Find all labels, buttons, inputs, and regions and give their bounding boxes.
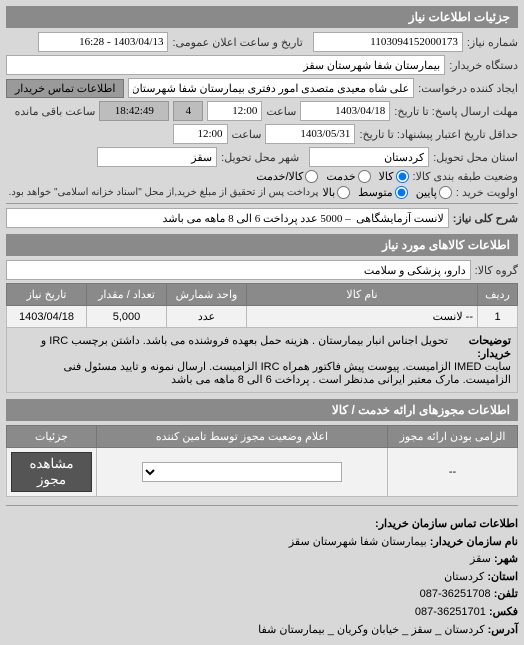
contact-province-value: کردستان bbox=[444, 571, 484, 583]
col-date: تاریخ نیاز bbox=[7, 284, 87, 306]
contact-header: اطلاعات تماس سازمان خریدار: bbox=[6, 516, 518, 534]
buyer-label: دستگاه خریدار: bbox=[449, 59, 518, 72]
col-unit: واحد شمارش bbox=[167, 284, 247, 306]
grouping-opt-both[interactable]: کالا/خدمت bbox=[256, 170, 318, 183]
validity-date-input[interactable] bbox=[265, 124, 355, 144]
province-input[interactable] bbox=[309, 147, 429, 167]
requester-label: ایجاد کننده درخواست: bbox=[418, 82, 518, 95]
number-label: شماره نیاز: bbox=[467, 36, 518, 49]
validity-time-input[interactable] bbox=[173, 124, 228, 144]
section-header-main: جزئیات اطلاعات نیاز bbox=[6, 6, 518, 28]
priority-note: پرداخت پس از تحقیق از مبلغ خرید,از محل "… bbox=[9, 187, 319, 198]
table-row[interactable]: 1 -- لانست عدد 5,000 1403/04/18 bbox=[7, 306, 518, 328]
section-header-license: اطلاعات مجوزهای ارائه خدمت / کالا bbox=[6, 399, 518, 421]
province-label: استان محل تحویل: bbox=[433, 151, 518, 164]
deadline-label: مهلت ارسال پاسخ: تا تاریخ: bbox=[394, 105, 518, 118]
priority-opt-high[interactable]: بالا bbox=[322, 186, 350, 199]
datetime-label: تاریخ و ساعت اعلان عمومی: bbox=[172, 36, 302, 49]
buyer-notes-text: تحویل اجناس انبار بیمارستان . هزینه حمل … bbox=[41, 335, 511, 386]
deadline-time-input[interactable] bbox=[207, 101, 262, 121]
priority-opt-low[interactable]: پایین bbox=[416, 186, 452, 199]
address-label: آدرس: bbox=[488, 624, 518, 636]
org-label: نام سازمان خریدار: bbox=[430, 536, 518, 548]
desc-input[interactable] bbox=[6, 208, 449, 228]
deadline-date-input[interactable] bbox=[300, 101, 390, 121]
contact-city-value: سقز bbox=[470, 553, 491, 565]
license-status-select[interactable] bbox=[142, 462, 342, 482]
contact-city-label: شهر: bbox=[494, 553, 518, 565]
city-input[interactable] bbox=[97, 147, 217, 167]
requester-input[interactable] bbox=[128, 78, 414, 98]
license-table: الزامی بودن ارائه مجوز اعلام وضعیت مجوز … bbox=[6, 425, 518, 497]
grouping-label: وضعیت طبقه بندی کالا: bbox=[413, 170, 518, 183]
goods-group-input[interactable] bbox=[6, 260, 471, 280]
buyer-notes-row: توضیحات خریدار: تحویل اجناس انبار بیمارس… bbox=[7, 328, 518, 393]
grouping-opt-kala[interactable]: کالا bbox=[379, 170, 409, 183]
goods-group-label: گروه کالا: bbox=[475, 264, 518, 277]
col-qty: تعداد / مقدار bbox=[87, 284, 167, 306]
validity-label: حداقل تاریخ اعتبار پیشنهاد: تا تاریخ: bbox=[359, 128, 518, 141]
divider-2 bbox=[6, 505, 518, 506]
buyer-input[interactable] bbox=[6, 55, 445, 75]
view-license-button[interactable]: مشاهده مجوز bbox=[11, 452, 92, 492]
number-input[interactable] bbox=[313, 32, 463, 52]
time-label-2: ساعت bbox=[232, 128, 262, 141]
priority-opt-mid[interactable]: متوسط bbox=[358, 186, 408, 199]
goods-table: ردیف نام کالا واحد شمارش تعداد / مقدار ت… bbox=[6, 283, 518, 393]
phone-value: 36251708-087 bbox=[420, 588, 491, 600]
grouping-opt-khedmat[interactable]: خدمت bbox=[326, 170, 370, 183]
col-row: ردیف bbox=[478, 284, 518, 306]
address-value: کردستان _ سقز _ خیابان وکریان _ بیمارستا… bbox=[258, 624, 484, 636]
contact-button[interactable]: اطلاعات تماس خریدار bbox=[6, 79, 124, 98]
org-value: بیمارستان شفا شهرستان سقز bbox=[289, 536, 427, 548]
fax-label: فکس: bbox=[489, 606, 518, 618]
section-header-goods: اطلاعات کالاهای مورد نیاز bbox=[6, 234, 518, 256]
time-label-1: ساعت bbox=[266, 105, 296, 118]
license-row: -- مشاهده مجوز bbox=[7, 448, 518, 497]
remain-suffix: ساعت باقی مانده bbox=[15, 105, 96, 118]
lic-col-2: جزئیات bbox=[7, 426, 97, 448]
buyer-notes-label: توضیحات خریدار: bbox=[451, 334, 511, 360]
grouping-radio-group: کالا خدمت کالا/خدمت bbox=[256, 170, 408, 183]
lic-col-0: الزامی بودن ارائه مجوز bbox=[388, 426, 518, 448]
divider-1 bbox=[6, 203, 518, 204]
city-label: شهر محل تحویل: bbox=[221, 151, 299, 164]
fax-value: 36251701-087 bbox=[415, 606, 486, 618]
remain-counter bbox=[99, 101, 169, 121]
priority-label: اولویت خرید : bbox=[456, 186, 518, 199]
desc-label: شرح کلی نیاز: bbox=[453, 212, 518, 225]
remain-days bbox=[173, 101, 203, 121]
col-name: نام کالا bbox=[247, 284, 478, 306]
contact-province-label: استان: bbox=[487, 571, 518, 583]
datetime-input[interactable] bbox=[38, 32, 168, 52]
priority-radio-group: پایین متوسط بالا bbox=[322, 186, 451, 199]
lic-col-1: اعلام وضعیت مجوز توسط تامین کننده bbox=[97, 426, 388, 448]
phone-label: تلفن: bbox=[494, 588, 518, 600]
